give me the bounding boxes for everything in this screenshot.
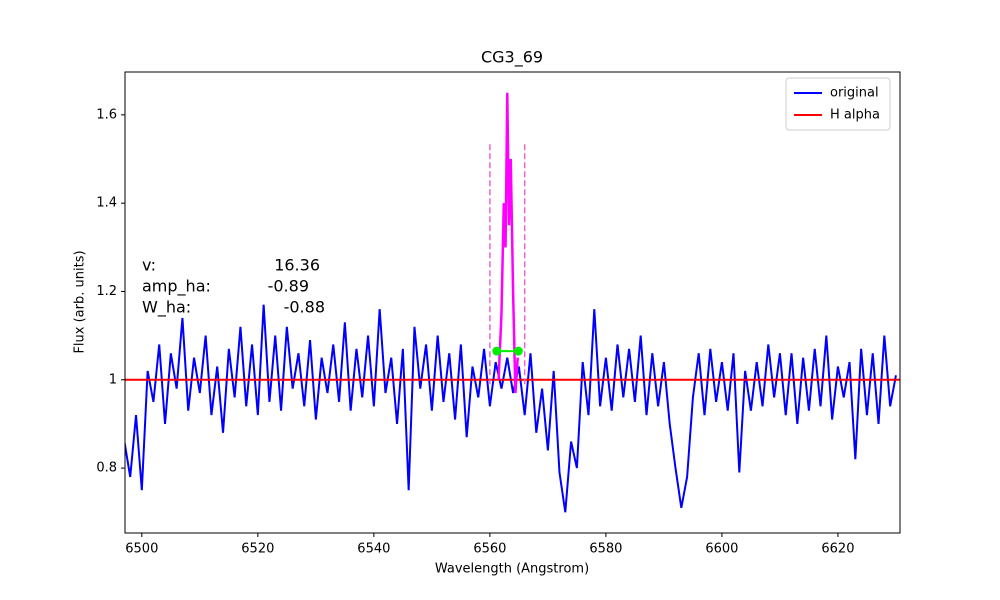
x-axis-label: Wavelength (Angstrom) xyxy=(435,562,589,577)
y-tick-label: 1.6 xyxy=(96,107,117,122)
annotation-value: -0.89 xyxy=(268,277,309,296)
x-tick-label: 6600 xyxy=(705,542,738,557)
fwhm-point xyxy=(492,346,502,356)
annotation-label: v: xyxy=(142,256,156,275)
x-tick-label: 6540 xyxy=(357,542,390,557)
y-tick-label: 1.2 xyxy=(96,284,117,299)
annotation-value: 16.36 xyxy=(274,256,320,275)
chart-title: CG3_69 xyxy=(481,48,543,68)
annotation-label: W_ha: xyxy=(142,298,191,318)
y-tick-label: 1.4 xyxy=(96,196,117,211)
fwhm-point xyxy=(513,346,523,356)
y-axis-label: Flux (arb. units) xyxy=(73,250,88,353)
legend-box xyxy=(785,77,891,131)
y-tick-label: 1 xyxy=(109,372,117,387)
legend-label: original xyxy=(830,86,879,101)
fit-line xyxy=(497,92,519,394)
legend-label: H alpha xyxy=(830,108,880,123)
annotation-value: -0.88 xyxy=(284,298,325,317)
x-tick-label: 6580 xyxy=(589,542,622,557)
plot-area xyxy=(125,92,900,513)
x-tick-label: 6620 xyxy=(821,542,854,557)
x-tick-label: 6560 xyxy=(473,542,506,557)
series-line xyxy=(125,304,897,513)
annotation-label: amp_ha: xyxy=(142,277,211,297)
y-tick-label: 0.8 xyxy=(96,461,117,476)
x-tick-label: 6500 xyxy=(125,542,158,557)
x-tick-label: 6520 xyxy=(241,542,274,557)
plot-frame xyxy=(124,71,901,534)
